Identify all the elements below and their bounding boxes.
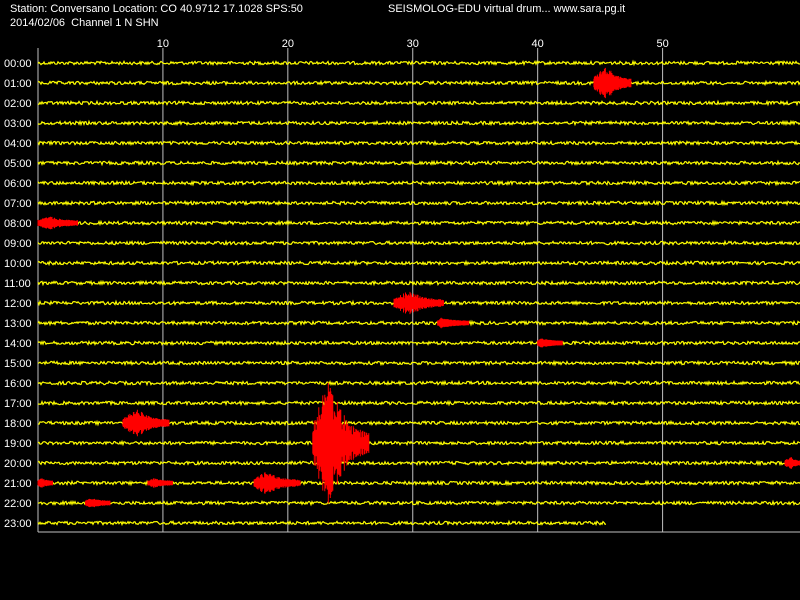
- row-label: 18:00: [4, 418, 32, 430]
- seismic-event-band-9: [147, 481, 173, 485]
- trace-0900: [37, 239, 800, 247]
- seismic-event-band-0: [593, 81, 632, 85]
- trace-1300: [37, 319, 800, 327]
- row-label: 22:00: [4, 498, 32, 510]
- row-label: 07:00: [4, 198, 32, 210]
- x-tick-label: 30: [407, 38, 419, 50]
- row-label: 20:00: [4, 458, 32, 470]
- date-channel-info: 2014/02/06 Channel 1 N SHN: [10, 17, 159, 29]
- trace-0000: [37, 59, 800, 67]
- row-label: 00:00: [4, 58, 32, 70]
- trace-0200: [37, 99, 800, 107]
- seismic-event-band-6: [312, 441, 370, 445]
- trace-2300: [37, 519, 607, 527]
- trace-1400: [37, 339, 800, 347]
- trace-1100: [37, 279, 800, 287]
- row-label: 02:00: [4, 98, 32, 110]
- trace-0400: [37, 139, 800, 147]
- trace-1900: [37, 439, 800, 447]
- seismic-event-band-4: [537, 341, 563, 345]
- trace-0700: [37, 199, 800, 207]
- trace-0100: [37, 79, 800, 87]
- x-tick-label: 10: [157, 38, 169, 50]
- row-label: 23:00: [4, 518, 32, 530]
- row-label: 19:00: [4, 438, 32, 450]
- x-tick-label: 50: [656, 38, 668, 50]
- row-label: 21:00: [4, 478, 32, 490]
- row-label: 16:00: [4, 378, 32, 390]
- row-label: 10:00: [4, 258, 32, 270]
- row-label: 05:00: [4, 158, 32, 170]
- row-label: 11:00: [4, 278, 31, 290]
- x-tick-label: 40: [532, 38, 544, 50]
- app-title: SEISMOLOG-EDU virtual drum... www.sara.p…: [388, 3, 626, 15]
- row-label: 01:00: [4, 78, 32, 90]
- row-label: 09:00: [4, 238, 32, 250]
- trace-0300: [37, 119, 800, 127]
- seismic-event-band-3: [437, 321, 469, 325]
- seismic-event-band-11: [85, 501, 111, 505]
- trace-2000: [37, 459, 800, 467]
- row-label: 08:00: [4, 218, 32, 230]
- row-label: 04:00: [4, 138, 32, 150]
- trace-0800: [37, 219, 800, 227]
- x-tick-label: 20: [282, 38, 294, 50]
- trace-1700: [37, 399, 800, 407]
- trace-0600: [37, 179, 800, 187]
- seismic-event-band-7: [785, 461, 800, 465]
- trace-1000: [37, 259, 800, 267]
- trace-2200: [37, 499, 800, 507]
- trace-0500: [37, 159, 800, 167]
- row-label: 17:00: [4, 398, 32, 410]
- station-info: Station: Conversano Location: CO 40.9712…: [10, 3, 303, 15]
- trace-1600: [37, 379, 800, 387]
- row-label: 06:00: [4, 178, 32, 190]
- seismic-event-band-2: [394, 301, 444, 305]
- seismic-event-band-1: [38, 221, 78, 225]
- row-label: 15:00: [4, 358, 32, 370]
- seismic-event-band-8: [38, 481, 53, 485]
- row-label: 12:00: [4, 298, 32, 310]
- row-label: 14:00: [4, 338, 32, 350]
- row-label: 03:00: [4, 118, 32, 130]
- trace-1500: [37, 359, 800, 367]
- seismic-event-band-5: [122, 421, 170, 425]
- row-label: 13:00: [4, 318, 32, 330]
- seismic-event-band-10: [254, 481, 301, 485]
